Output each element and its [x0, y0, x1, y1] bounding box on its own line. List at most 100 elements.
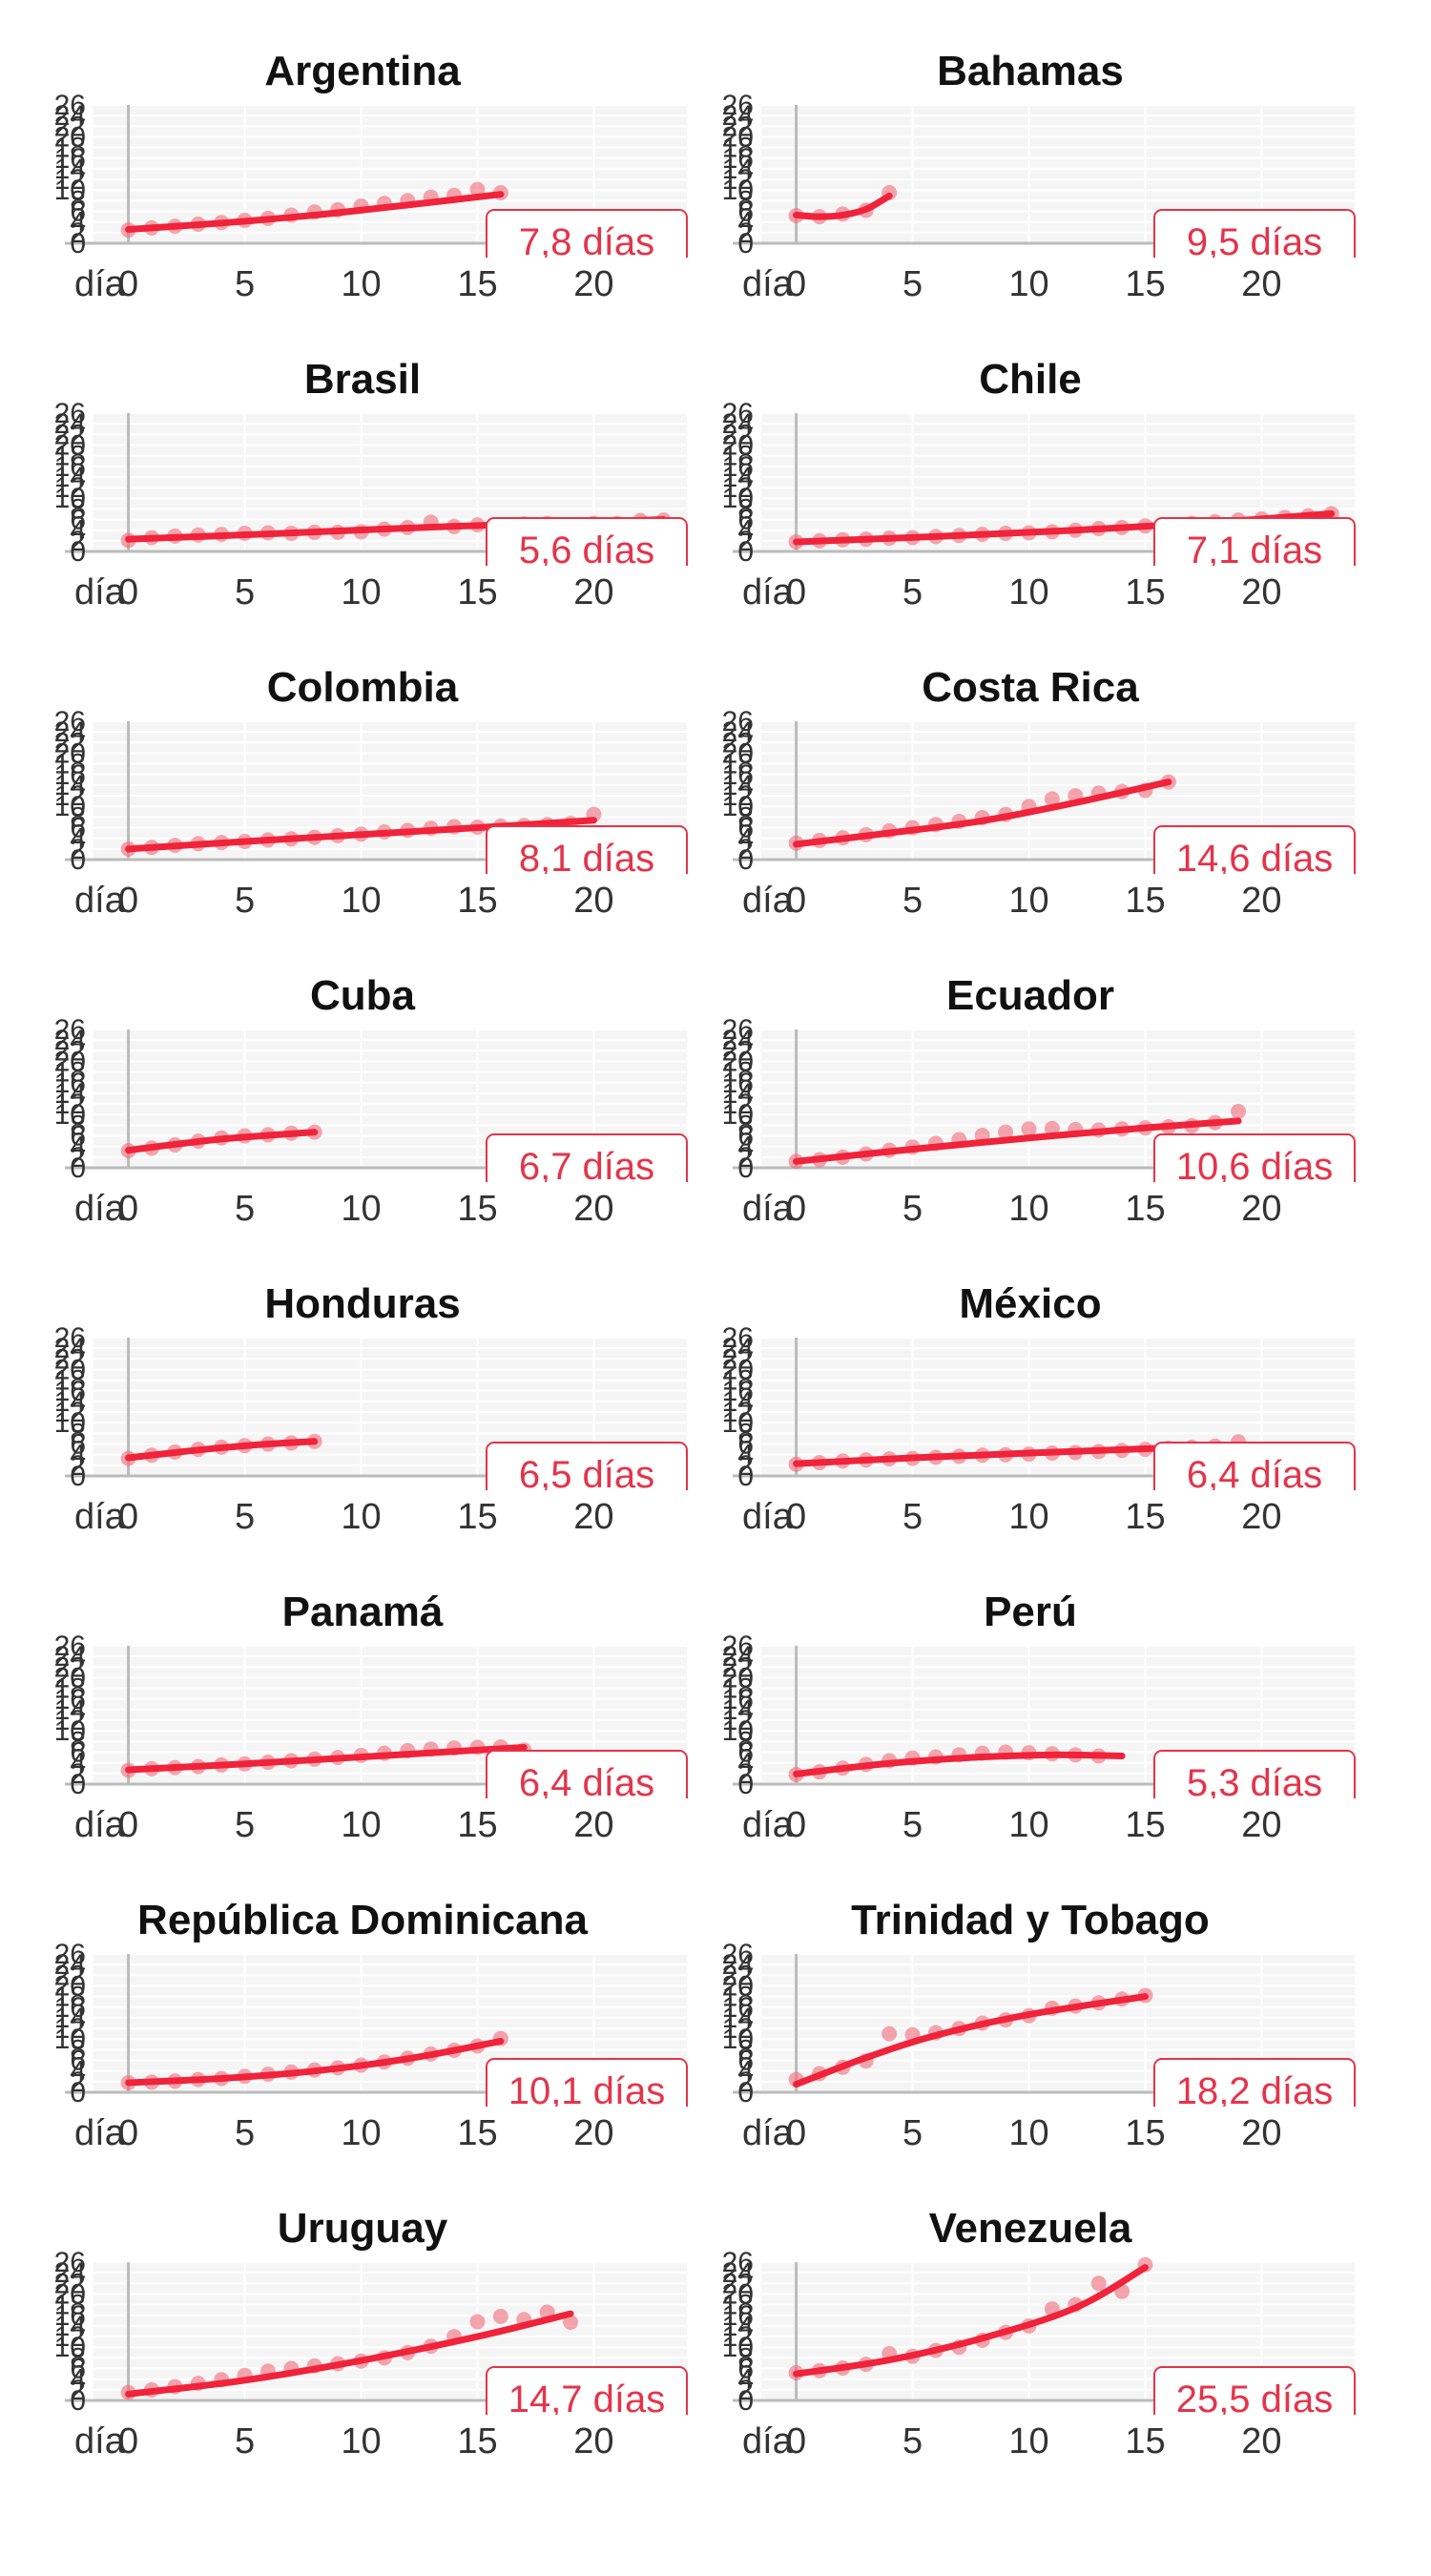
y-tick-label: 26 — [722, 706, 754, 737]
y-tick-label: 24 — [722, 1333, 754, 1364]
data-point — [1044, 791, 1060, 807]
y-tick-label: 26 — [722, 1631, 754, 1662]
x-tick-label: 15 — [457, 264, 497, 304]
y-tick-label: 20 — [722, 737, 754, 769]
doubling-label: 6,4 días — [1187, 1454, 1322, 1496]
y-tick-label: 0 — [737, 536, 754, 568]
panel-argentina: Argentina 0 2 4 6 8 10 12 14 16 18 20 22 24 26 día 0 5 10 1… — [19, 43, 706, 329]
x-tick-label: 0 — [118, 2113, 138, 2153]
x-tick-label: 15 — [457, 1497, 497, 1537]
y-tick-label: 2 — [70, 218, 86, 249]
doubling-label: 18,2 días — [1176, 2070, 1334, 2112]
x-tick-label: 5 — [235, 2113, 255, 2153]
y-tick-label: 12 — [722, 780, 754, 812]
y-tick-label: 4 — [737, 207, 754, 239]
y-tick-label: 6 — [737, 505, 754, 536]
x-tick-label: 5 — [902, 264, 923, 304]
x-axis-prefix: día — [742, 1189, 794, 1229]
y-tick-label: 10 — [722, 1715, 754, 1747]
x-tick-label: 20 — [1241, 264, 1281, 304]
y-tick-label: 6 — [737, 197, 754, 228]
y-tick-label: 16 — [54, 759, 86, 791]
x-tick-label: 10 — [1008, 1805, 1048, 1845]
y-tick-label: 0 — [70, 2077, 86, 2109]
doubling-label: 5,6 días — [519, 530, 654, 571]
x-tick-label: 20 — [1241, 1189, 1281, 1229]
x-tick-label: 10 — [1008, 264, 1048, 304]
y-tick-label: 2 — [70, 1450, 86, 1482]
x-tick-label: 20 — [573, 1805, 613, 1845]
trend-line — [793, 2264, 1149, 2378]
y-tick-label: 14 — [54, 2003, 86, 2034]
y-tick-label: 4 — [70, 515, 86, 547]
y-tick-label: 10 — [722, 2024, 754, 2055]
y-tick-label: 16 — [722, 1376, 754, 1407]
x-tick-label: 20 — [1241, 1805, 1281, 1845]
y-tick-label: 10 — [54, 1715, 86, 1747]
y-tick-label: 6 — [70, 1737, 86, 1769]
y-tick-label: 26 — [54, 2247, 86, 2278]
x-tick-label: 20 — [1241, 2421, 1281, 2462]
y-tick-label: 0 — [70, 536, 86, 568]
y-tick-label: 22 — [722, 1035, 754, 1067]
x-tick-label: 20 — [1241, 2113, 1281, 2153]
doubling-label-box — [486, 2058, 688, 2107]
doubling-label: 6,5 días — [519, 1454, 654, 1496]
y-tick-label: 4 — [737, 2056, 754, 2088]
y-tick-label: 18 — [54, 441, 86, 472]
x-tick-label: 10 — [341, 1497, 381, 1537]
doubling-label: 14,6 días — [1176, 838, 1334, 880]
y-tick-label: 2 — [70, 526, 86, 557]
y-tick-label: 10 — [54, 1407, 86, 1439]
y-tick-label: 20 — [722, 429, 754, 461]
x-axis-prefix: día — [742, 572, 794, 613]
y-tick-label: 14 — [54, 770, 86, 801]
y-tick-label: 18 — [722, 1982, 754, 2013]
data-point — [469, 2314, 486, 2330]
y-tick-label: 20 — [722, 1970, 754, 2002]
x-tick-label: 10 — [341, 1189, 381, 1229]
y-tick-label: 26 — [722, 1939, 754, 1970]
y-tick-label: 8 — [737, 801, 754, 833]
panel-title: Perú — [984, 1589, 1077, 1635]
y-tick-label: 16 — [722, 759, 754, 791]
y-tick-label: 12 — [54, 1397, 86, 1428]
x-tick-label: 20 — [1241, 881, 1281, 921]
y-tick-label: 14 — [54, 2311, 86, 2342]
doubling-label-box — [1153, 1133, 1356, 1182]
y-tick-label: 10 — [722, 175, 754, 206]
y-tick-label: 4 — [737, 1748, 754, 1779]
y-tick-label: 16 — [54, 143, 86, 175]
doubling-label-box — [486, 1442, 688, 1490]
y-tick-label: 2 — [737, 834, 754, 865]
y-tick-label: 6 — [70, 1121, 86, 1153]
doubling-label: 7,1 días — [1187, 530, 1322, 571]
x-axis-prefix: día — [74, 1497, 126, 1537]
trend-line — [793, 192, 893, 220]
y-tick-label: 20 — [54, 429, 86, 461]
y-tick-label: 10 — [54, 2332, 86, 2363]
y-tick-label: 24 — [54, 1333, 86, 1364]
y-tick-label: 0 — [737, 1461, 754, 1492]
doubling-label-box — [1153, 1442, 1356, 1490]
y-tick-label: 6 — [70, 2046, 86, 2077]
y-tick-label: 26 — [54, 398, 86, 429]
x-tick-label: 20 — [1241, 1497, 1281, 1537]
y-tick-label: 14 — [722, 1694, 754, 1726]
data-point — [1090, 2275, 1107, 2292]
y-tick-label: 22 — [54, 1960, 86, 1991]
y-tick-label: 20 — [54, 121, 86, 153]
doubling-label: 5,3 días — [1187, 1762, 1322, 1804]
y-tick-label: 22 — [54, 1035, 86, 1067]
y-tick-label: 14 — [722, 154, 754, 185]
y-tick-label: 8 — [70, 493, 86, 525]
trend-line — [793, 1751, 1126, 1777]
y-tick-label: 18 — [722, 133, 754, 164]
x-tick-label: 10 — [341, 2113, 381, 2153]
x-axis-prefix: día — [742, 881, 794, 921]
y-tick-label: 10 — [54, 483, 86, 514]
y-tick-label: 22 — [54, 2268, 86, 2299]
